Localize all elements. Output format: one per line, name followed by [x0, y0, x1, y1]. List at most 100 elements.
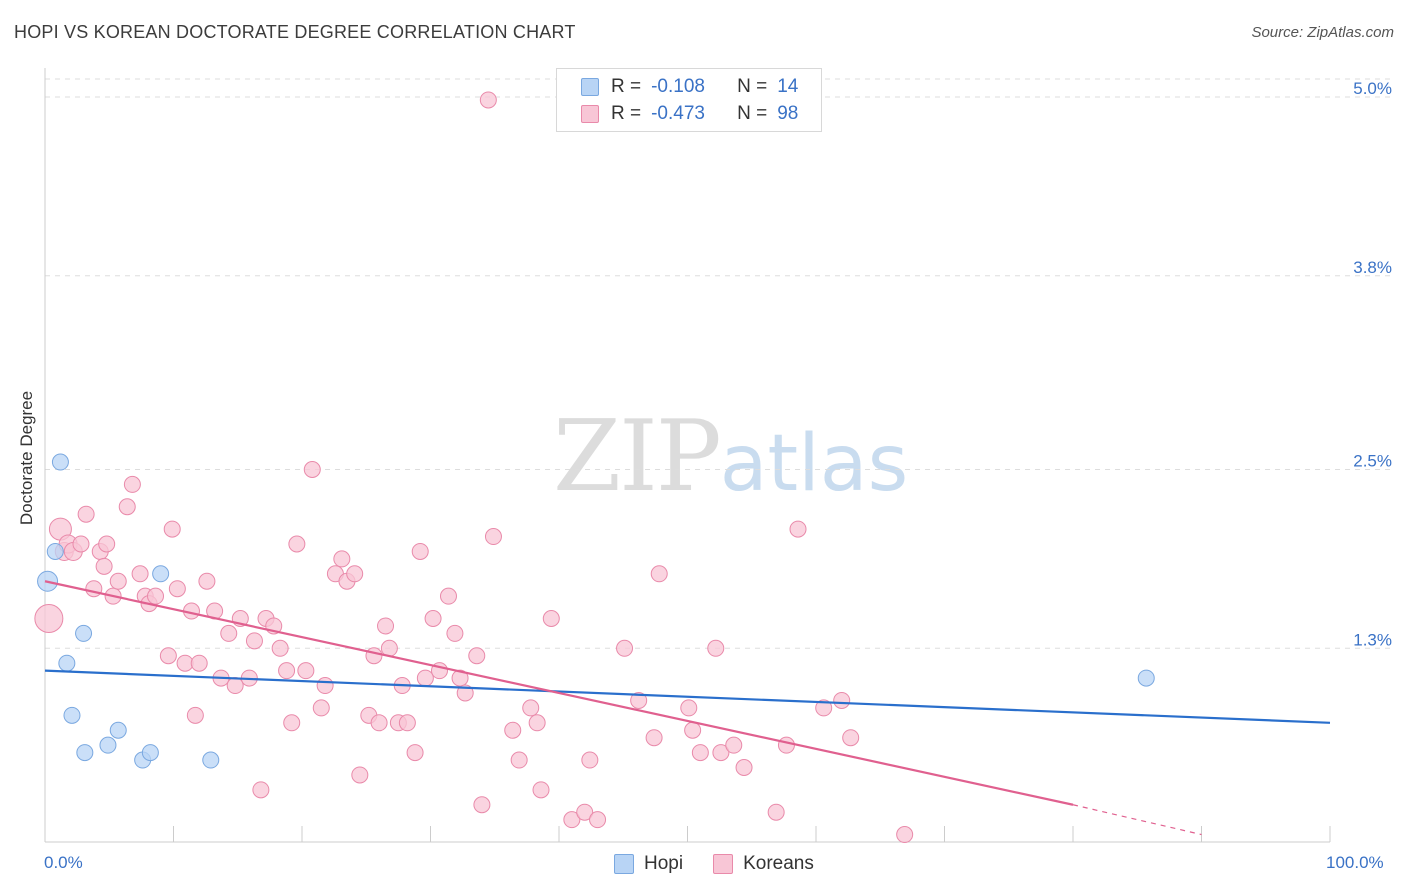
korean-point: [532, 781, 550, 799]
korean-point: [252, 781, 270, 799]
korean-point: [190, 654, 208, 672]
correlation-legend: R = -0.108 N = 14 R = -0.473 N = 98: [556, 68, 822, 132]
korean-point: [650, 565, 668, 583]
korean-point: [815, 699, 833, 717]
korean-point: [468, 647, 486, 665]
hopi-point: [152, 565, 170, 583]
hopi-point: [63, 706, 81, 724]
korean-point: [163, 520, 181, 538]
korean-point: [842, 729, 860, 747]
hopi-r-value: -0.108: [651, 76, 705, 97]
korean-point: [563, 811, 581, 829]
korean-point: [283, 714, 301, 732]
korean-point: [833, 691, 851, 709]
korean-point: [312, 699, 330, 717]
hopi-legend-swatch: [614, 854, 634, 874]
n-label: N =: [737, 76, 768, 97]
legend-item-hopi: Hopi: [614, 853, 683, 875]
korean-point: [456, 684, 474, 702]
watermark: ZIPatlas: [553, 400, 908, 514]
korean-point: [581, 751, 599, 769]
korean-point: [198, 572, 216, 590]
chart-title: HOPI VS KOREAN DOCTORATE DEGREE CORRELAT…: [14, 22, 576, 42]
korean-point: [346, 565, 364, 583]
korean-point: [109, 572, 127, 590]
korean-trend-extension: [1072, 804, 1202, 836]
korean-point: [303, 461, 321, 478]
hopi-point: [202, 751, 220, 769]
korean-point: [297, 662, 315, 680]
korean-point: [245, 632, 263, 650]
korean-point: [365, 647, 383, 665]
korean-point: [789, 520, 807, 538]
korean-point: [333, 550, 351, 568]
korean-point: [123, 475, 141, 493]
hopi-swatch: [581, 78, 599, 96]
korean-point: [896, 826, 914, 844]
n-label: N =: [737, 103, 768, 124]
korean-point: [484, 528, 502, 546]
korean-point: [411, 542, 429, 560]
korean-point: [220, 624, 238, 642]
korean-point: [226, 677, 244, 695]
watermark-atlas: atlas: [719, 419, 909, 509]
hopi-legend-label: Hopi: [644, 853, 684, 874]
korean-point: [168, 580, 186, 598]
korean-point: [691, 744, 709, 762]
korean-point: [416, 669, 434, 687]
korean-point: [377, 617, 395, 635]
korean-point: [504, 721, 522, 739]
y-tick-label: 2.5%: [1353, 452, 1392, 471]
koreans-swatch: [581, 105, 599, 123]
korean-point: [528, 714, 546, 732]
hopi-trend-line: [44, 669, 1331, 724]
korean-point: [424, 610, 442, 627]
korean-point: [370, 714, 388, 732]
korean-point: [473, 796, 491, 814]
korean-point: [72, 535, 90, 553]
korean-point: [616, 639, 634, 657]
hopi-point: [76, 744, 94, 762]
korean-point: [131, 565, 149, 583]
y-tick-label: 1.3%: [1353, 630, 1392, 649]
watermark-zip: ZIP: [553, 400, 722, 514]
korean-point: [98, 535, 116, 553]
x-tick-label-max: 100.0%: [1326, 853, 1384, 872]
korean-point: [735, 759, 753, 776]
korean-point: [271, 639, 289, 657]
korean-point: [522, 699, 540, 717]
korean-point: [707, 639, 725, 657]
koreans-legend-swatch: [713, 854, 734, 874]
korean-point: [288, 535, 306, 553]
korean-point: [85, 580, 103, 598]
legend-row-koreans: R = -0.473 N = 98: [581, 102, 798, 126]
koreans-legend-label: Koreans: [743, 853, 814, 874]
hopi-point: [141, 744, 159, 762]
y-tick-label: 5.0%: [1353, 79, 1392, 98]
hopi-n-value: 14: [777, 76, 799, 97]
korean-point: [510, 751, 528, 769]
korean-point: [451, 669, 469, 687]
korean-point: [95, 557, 113, 575]
korean-point: [712, 744, 730, 762]
koreans-n-value: 98: [777, 103, 799, 124]
korean-point: [645, 729, 663, 747]
korean-point: [725, 736, 743, 754]
korean-point: [767, 803, 785, 821]
korean-point: [684, 721, 702, 739]
legend-item-koreans: Koreans: [713, 853, 814, 875]
korean-point: [147, 587, 165, 605]
r-label: R =: [611, 103, 642, 124]
korean-point: [159, 647, 177, 665]
hopi-point: [58, 654, 76, 672]
hopi-point: [75, 624, 93, 642]
hopi-point: [46, 542, 64, 560]
y-tick-label: 3.8%: [1353, 258, 1392, 277]
korean-point: [406, 744, 424, 762]
korean-point: [630, 691, 648, 709]
hopi-point: [1137, 669, 1155, 687]
hopi-point: [51, 453, 69, 471]
korean-point: [777, 736, 795, 754]
koreans-r-value: -0.473: [651, 103, 705, 124]
